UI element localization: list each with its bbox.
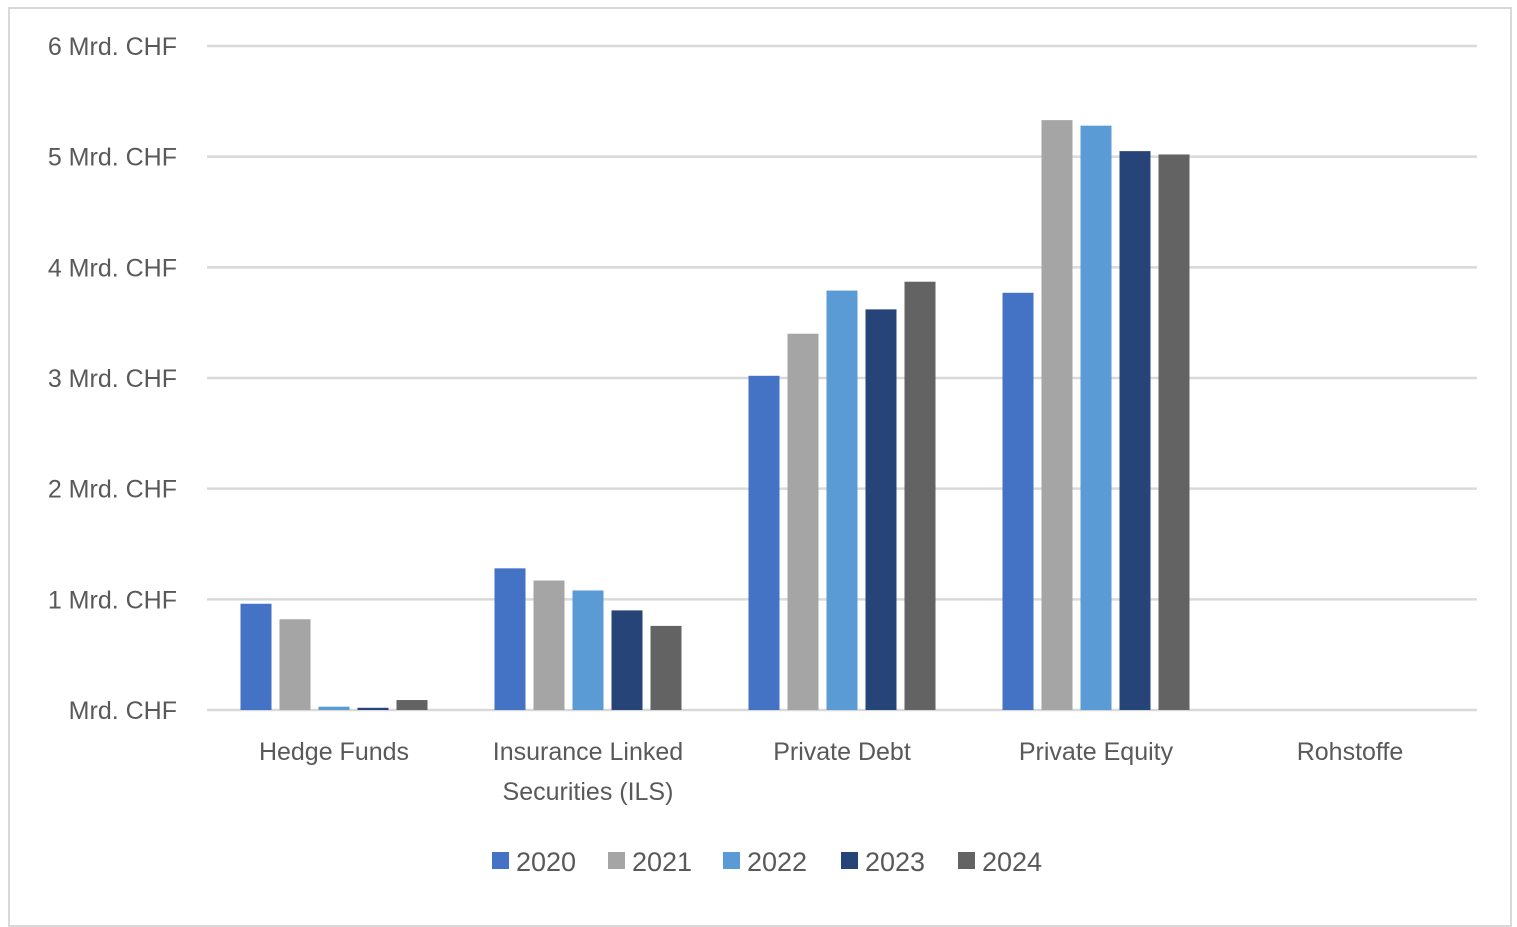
x-tick-label-line: Private Equity xyxy=(1019,738,1174,766)
y-tick-label: 3 Mrd. CHF xyxy=(48,365,177,393)
x-tick-label-line: Hedge Funds xyxy=(259,738,409,766)
legend-swatch-2020 xyxy=(492,852,509,869)
y-tick-label: 6 Mrd. CHF xyxy=(48,33,177,61)
bar-2021 xyxy=(533,580,565,710)
x-tick-label-line: Rohstoffe xyxy=(1297,738,1404,766)
legend-label-2024: 2024 xyxy=(982,847,1042,877)
bar-2024 xyxy=(396,700,428,710)
x-tick-label: Private Equity xyxy=(1019,738,1174,766)
bars xyxy=(240,120,1190,711)
bar-2023 xyxy=(865,309,897,710)
legend-swatch-2024 xyxy=(958,852,975,869)
bar-2023 xyxy=(611,610,643,710)
bar-2023 xyxy=(1119,151,1151,711)
x-tick-label-line: Securities (ILS) xyxy=(503,778,674,806)
y-tick-label: 5 Mrd. CHF xyxy=(48,144,177,172)
y-tick-label: 4 Mrd. CHF xyxy=(48,254,177,282)
bar-2022 xyxy=(826,290,858,710)
legend-swatch-2023 xyxy=(841,852,858,869)
bar-2021 xyxy=(279,619,311,710)
y-tick-label: 1 Mrd. CHF xyxy=(48,586,177,614)
bar-2024 xyxy=(650,625,682,710)
legend-label-2022: 2022 xyxy=(747,847,807,877)
x-tick-label-line: Private Debt xyxy=(773,738,911,766)
legend-label-2023: 2023 xyxy=(865,847,925,877)
x-tick-label: Hedge Funds xyxy=(259,738,409,766)
legend-swatch-2021 xyxy=(608,852,625,869)
bar-2020 xyxy=(748,375,780,710)
x-tick-label: Private Debt xyxy=(773,738,911,766)
x-tick-label: Rohstoffe xyxy=(1297,738,1404,766)
bar-2020 xyxy=(240,603,272,710)
x-tick-label-line: Insurance Linked xyxy=(493,738,683,766)
y-tick-label: Mrd. CHF xyxy=(69,697,177,725)
legend-swatch-2022 xyxy=(723,852,740,869)
legend-label-2021: 2021 xyxy=(632,847,692,877)
y-tick-label: 2 Mrd. CHF xyxy=(48,476,177,504)
bar-2022 xyxy=(572,590,604,710)
bar-2024 xyxy=(1158,154,1190,710)
bar-2020 xyxy=(1002,292,1034,710)
bar-2022 xyxy=(318,706,350,710)
legend-label-2020: 2020 xyxy=(516,847,576,877)
legend: 2020 2021 2022 2023 2024 xyxy=(492,847,1042,877)
bar-2020 xyxy=(494,568,526,710)
bar-2024 xyxy=(904,281,936,710)
bar-2021 xyxy=(1041,120,1073,710)
bar-2023 xyxy=(357,707,389,710)
x-tick-label: Insurance Linked Securities (ILS) xyxy=(493,738,683,806)
bar-2022 xyxy=(1080,125,1112,711)
bar-2021 xyxy=(787,333,819,710)
bar-chart: Mrd. CHF 1 Mrd. CHF 2 Mrd. CHF 3 Mrd. CHF 4 … xyxy=(48,33,1477,877)
